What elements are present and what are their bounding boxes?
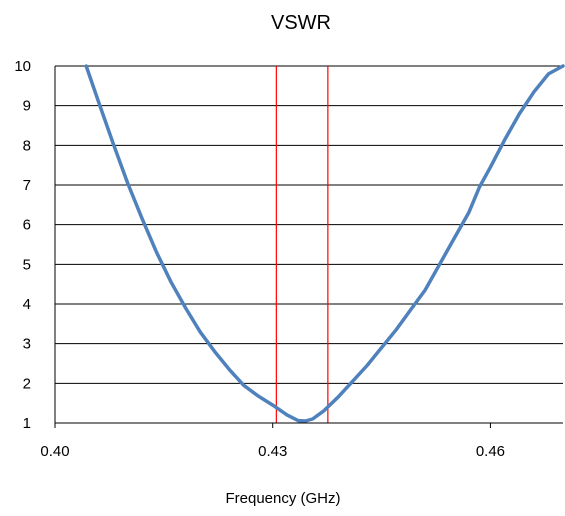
x-tick-label-0.40: 0.40 — [40, 443, 69, 460]
x-tick-labels: 0.40 0.43 0.46 — [40, 443, 505, 460]
y-tick-label-7: 7 — [23, 177, 31, 194]
axes — [54, 66, 563, 428]
x-axis-label: Frequency (GHz) — [225, 490, 340, 507]
y-tick-labels: 1 2 3 4 5 6 7 8 9 10 — [14, 58, 31, 432]
y-tick-label-3: 3 — [23, 336, 31, 353]
y-tick-label-5: 5 — [23, 256, 31, 273]
y-tick-label-8: 8 — [23, 137, 31, 154]
y-tick-label-9: 9 — [23, 98, 31, 115]
reference-lines — [275, 66, 329, 423]
y-tick-label-4: 4 — [23, 296, 31, 313]
series-line-1 — [84, 64, 565, 423]
chart-title: VSWR — [271, 12, 331, 34]
y-tick-label-6: 6 — [23, 217, 31, 234]
grid — [55, 65, 563, 384]
series-layer — [84, 64, 565, 423]
y-tick-label-2: 2 — [23, 375, 31, 392]
x-tick-label-0.46: 0.46 — [476, 443, 505, 460]
y-tick-label-10: 10 — [14, 58, 31, 75]
x-tick-label-0.43: 0.43 — [258, 443, 287, 460]
y-tick-label-1: 1 — [23, 415, 31, 432]
